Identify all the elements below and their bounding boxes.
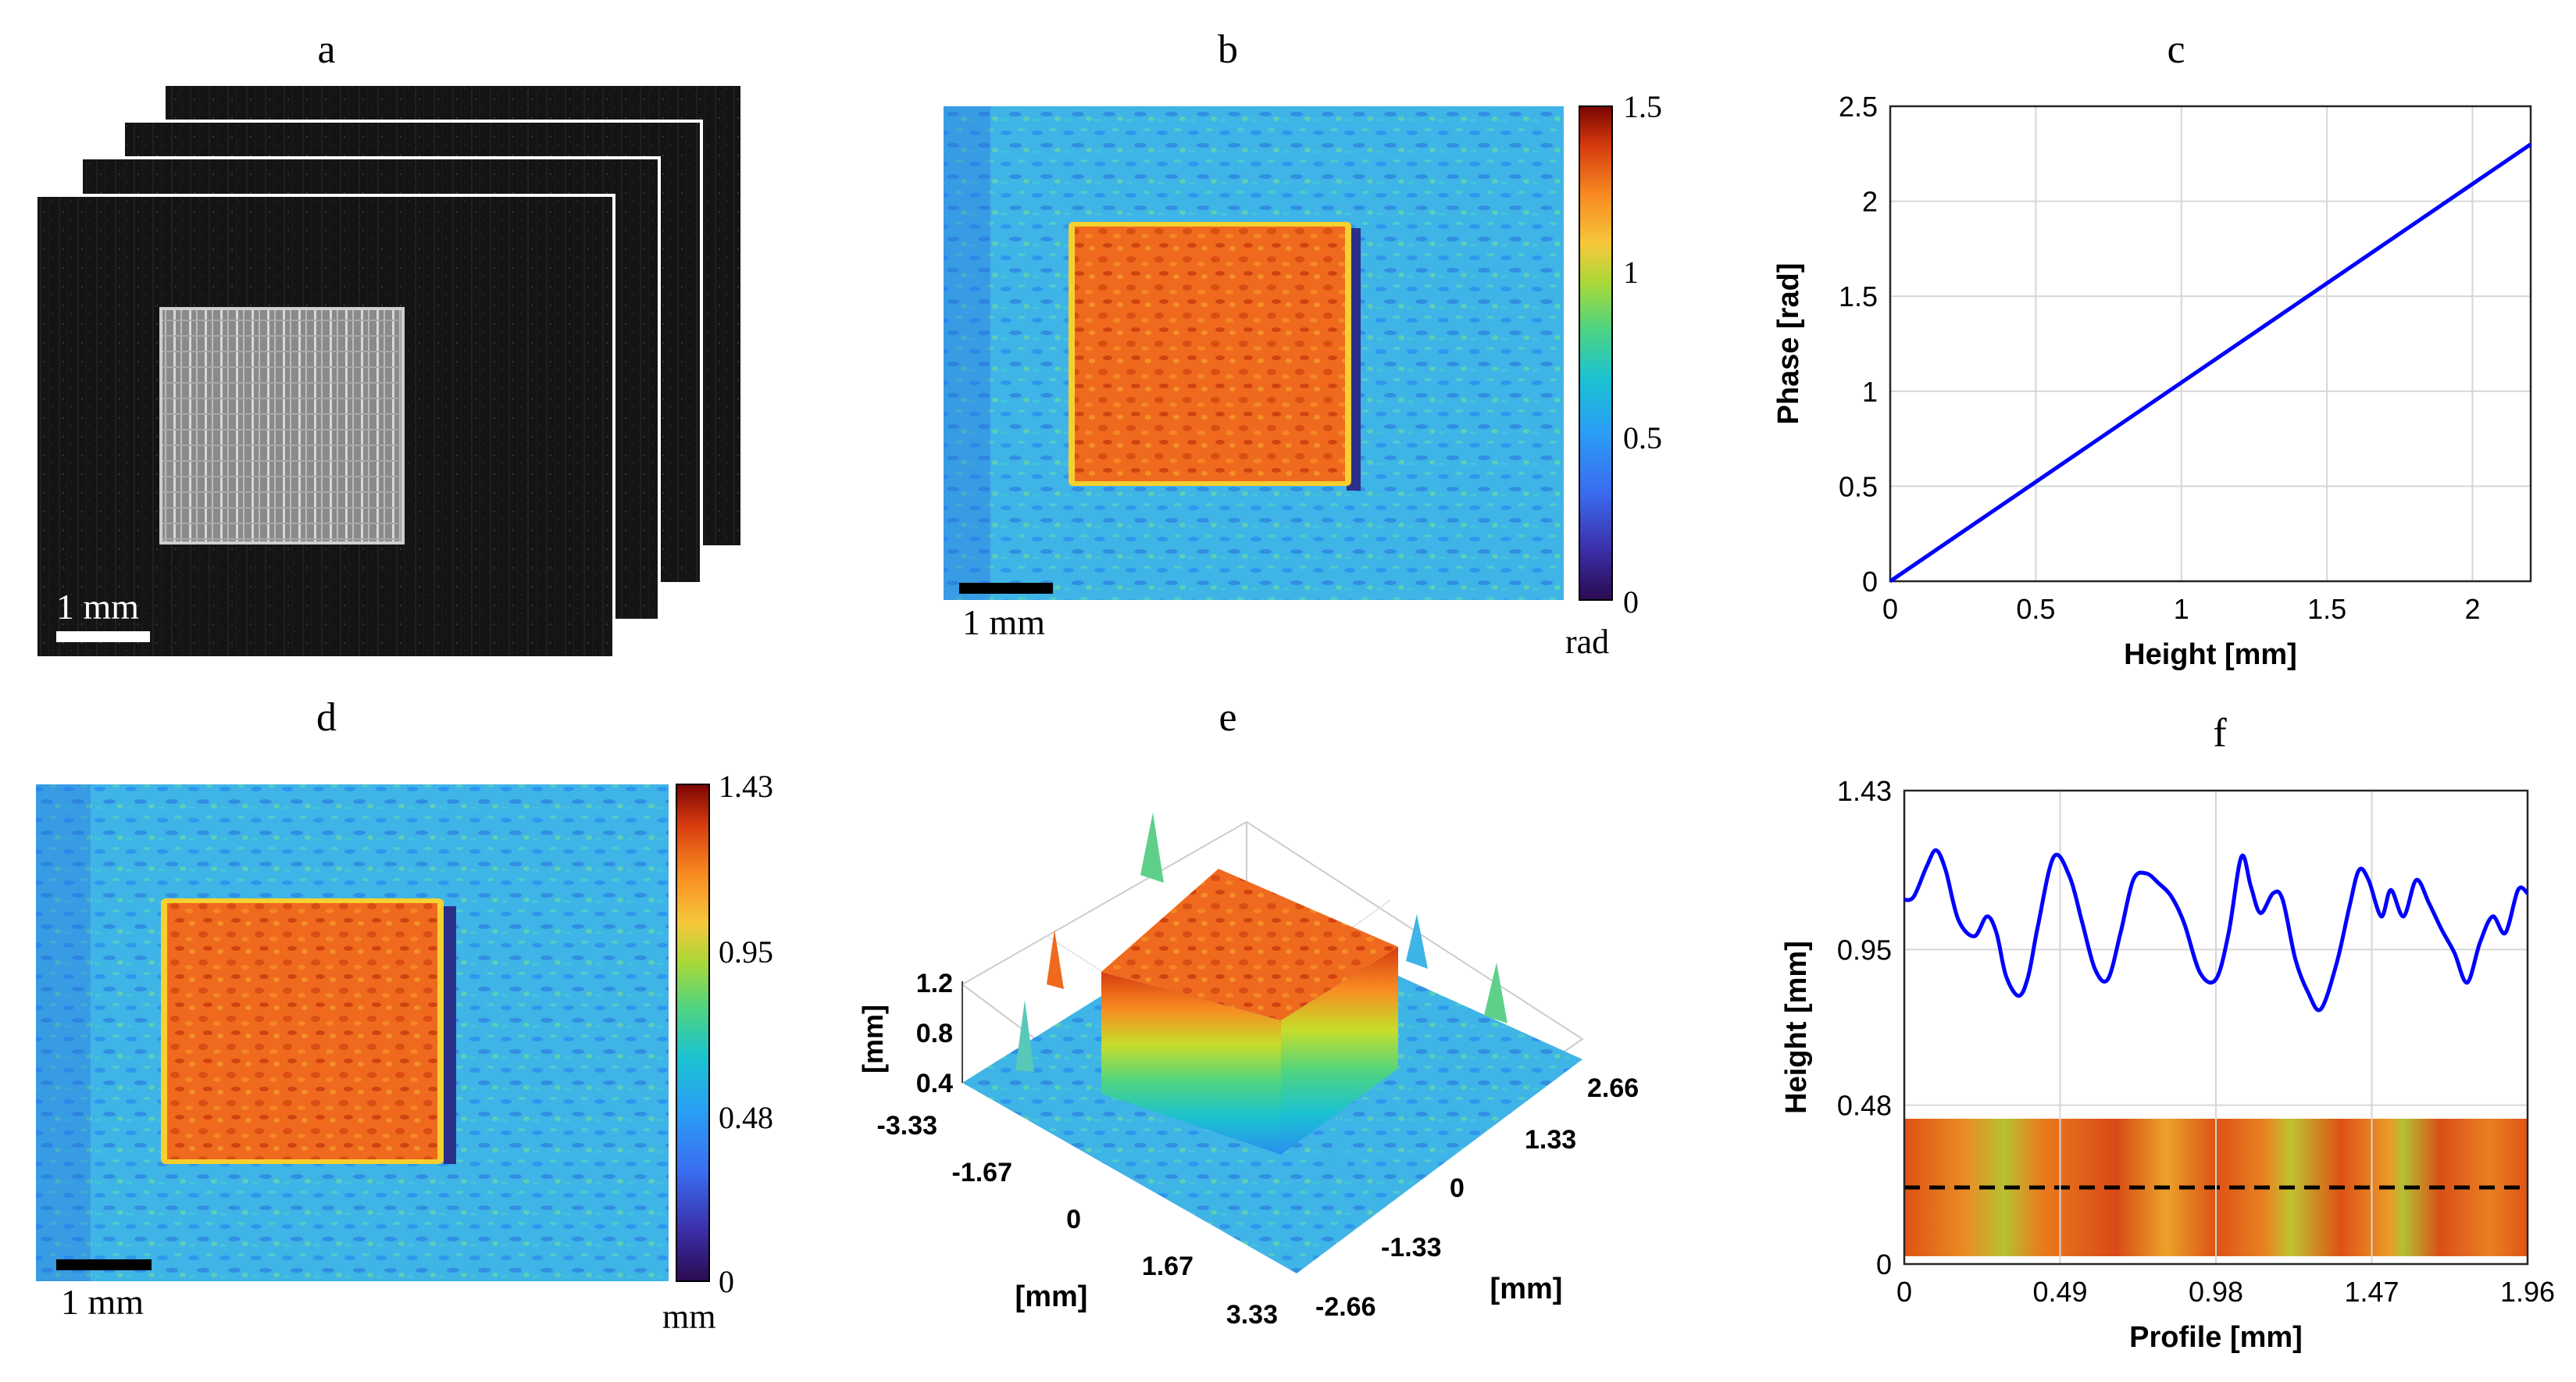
surface-block-right — [1281, 947, 1398, 1155]
x-tick-label: 0.5 — [2016, 593, 2055, 625]
chart-c: 0 0.5 1 1.5 2 2.5 0 0.5 1 1.5 2 Height [mm] Phase [r… — [1772, 91, 2532, 671]
panel-d: 1 mm 1.43 0.95 0.48 0 mm — [36, 769, 773, 1336]
x-tick-4: 3.33 — [1226, 1300, 1278, 1330]
panel-label-c: c — [2167, 27, 2185, 72]
colorbar-d-tick-3: 0 — [719, 1264, 734, 1299]
x-tick-label: 1.47 — [2344, 1276, 2399, 1308]
chip-image — [159, 307, 405, 545]
y-tick-label: 1.5 — [1839, 280, 1878, 312]
scale-bar-label-a: 1 mm — [56, 587, 139, 627]
surface-spike-1 — [1015, 1000, 1034, 1072]
surface-spike-2 — [1140, 812, 1164, 883]
x-axis-label: [mm] — [1015, 1280, 1088, 1313]
colorbar-d-tick-2: 0.48 — [719, 1100, 773, 1135]
surface-spike-5 — [1328, 1109, 1350, 1177]
y-tick-label: 0 — [1862, 566, 1878, 598]
chart-f: 0 0.48 0.95 1.43 0 0.49 0.98 1.47 1.96 Profile [m… — [1780, 775, 2555, 1354]
x-tick-label: 1.5 — [2307, 593, 2346, 625]
surface-spike-4 — [1484, 962, 1507, 1023]
y-tick-4: -2.66 — [1315, 1292, 1376, 1322]
phase-map-edge — [944, 106, 990, 600]
panel-b: 1 mm 1.5 1 0.5 0 rad — [944, 89, 1662, 661]
x-axis-label: Profile [mm] — [2129, 1321, 2303, 1354]
y-tick-label: 0.5 — [1839, 470, 1878, 502]
z-axis-label: [mm] — [857, 1005, 889, 1073]
x-tick-label: 0 — [1882, 593, 1898, 625]
x-axis-label: Height [mm] — [2124, 638, 2297, 671]
y-tick-label: 1 — [1862, 376, 1878, 408]
y-tick-3: -1.33 — [1381, 1233, 1442, 1262]
y-tick-label: 0.95 — [1837, 934, 1892, 966]
series-line — [1889, 142, 2532, 584]
height-map-edge — [36, 784, 91, 1281]
panel-label-d: d — [316, 695, 337, 740]
panel-label-f: f — [2213, 711, 2227, 755]
x-tick-2: 0 — [1066, 1205, 1081, 1234]
surface-block-front — [1101, 972, 1281, 1155]
phase-map-chip — [1075, 227, 1345, 481]
colorbar-d-unit: mm — [662, 1298, 715, 1336]
y-axis-label: Phase [rad] — [1772, 263, 1805, 425]
scale-bar-d — [56, 1259, 152, 1270]
y-axis-label: Height [mm] — [1780, 941, 1813, 1114]
scale-bar-label-d: 1 mm — [61, 1282, 144, 1322]
panel-label-b: b — [1218, 27, 1238, 72]
surface-spike-3 — [1406, 914, 1428, 969]
y-tick-label: 0 — [1876, 1248, 1892, 1280]
z-tick-2: 0.4 — [916, 1069, 953, 1098]
height-map-chip — [167, 903, 437, 1159]
y-tick-label: 2 — [1862, 186, 1878, 218]
colorbar-b-tick-0: 1.5 — [1623, 89, 1662, 124]
colorbar-d-tick-1: 0.95 — [719, 934, 773, 970]
y-tick-label: 0.48 — [1837, 1090, 1892, 1122]
colorbar-b — [1579, 105, 1613, 601]
panel-e: 1.2 0.8 0.4 [mm] -3.33 -1.67 0 1.67 3.33… — [857, 812, 1639, 1330]
colorbar-b-tick-3: 0 — [1623, 584, 1639, 620]
y-axis-label: [mm] — [1490, 1273, 1563, 1305]
y-tick-1: 1.33 — [1525, 1125, 1576, 1155]
colorbar-b-unit: rad — [1565, 623, 1609, 661]
panel-label-a: a — [317, 27, 335, 72]
axes-box — [1889, 105, 2532, 583]
surface-spike-6 — [1047, 930, 1064, 989]
panel-label-e: e — [1218, 695, 1236, 740]
colorbar-d — [676, 784, 710, 1282]
surface-block-top — [1101, 869, 1398, 1020]
y-tick-0: 2.66 — [1587, 1073, 1639, 1103]
panel-a: 1 mm — [34, 83, 744, 659]
x-tick-label: 1 — [2174, 593, 2189, 625]
scale-bar-b — [959, 583, 1053, 594]
x-tick-label: 0.49 — [2032, 1276, 2087, 1308]
x-tick-3: 1.67 — [1142, 1252, 1193, 1281]
axes-box — [1903, 789, 2529, 1266]
scale-bar-a — [56, 631, 150, 642]
x-tick-label: 0 — [1896, 1276, 1912, 1308]
scale-bar-label-b: 1 mm — [962, 602, 1045, 642]
height-map-shadow — [444, 906, 456, 1164]
x-tick-label: 1.96 — [2500, 1276, 2555, 1308]
colorbar-b-tick-1: 1 — [1623, 255, 1639, 290]
z-tick-0: 1.2 — [916, 969, 953, 998]
x-tick-0: -3.33 — [877, 1111, 938, 1141]
x-tick-label: 0.98 — [2189, 1276, 2243, 1308]
colorbar-d-tick-0: 1.43 — [719, 769, 773, 804]
z-tick-1: 0.8 — [916, 1019, 953, 1048]
x-tick-label: 2 — [2464, 593, 2480, 625]
y-tick-label: 1.43 — [1837, 775, 1892, 807]
series-line — [1903, 848, 2529, 1012]
x-tick-1: -1.67 — [952, 1158, 1013, 1187]
y-tick-label: 2.5 — [1839, 91, 1878, 123]
y-tick-2: 0 — [1450, 1173, 1465, 1203]
colorbar-b-tick-2: 0.5 — [1623, 420, 1662, 455]
